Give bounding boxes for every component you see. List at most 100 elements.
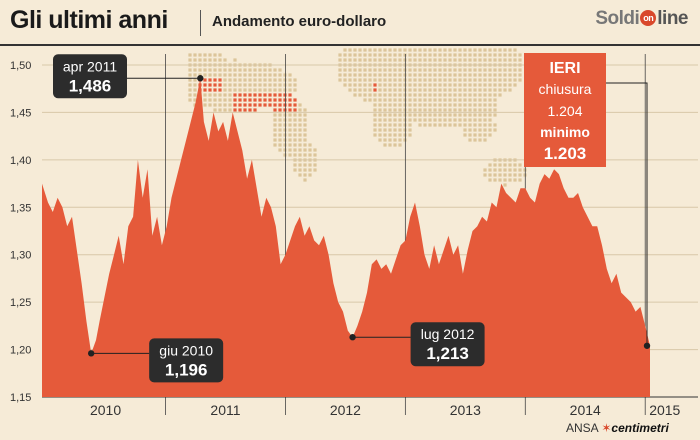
y-tick-label: 1,40 bbox=[10, 155, 31, 167]
map-dot bbox=[248, 108, 252, 112]
map-dot bbox=[423, 88, 427, 92]
map-dot bbox=[293, 168, 297, 172]
map-dot bbox=[483, 108, 487, 112]
map-dot bbox=[498, 48, 502, 52]
map-dot bbox=[348, 88, 352, 92]
map-dot bbox=[188, 73, 192, 77]
map-dot bbox=[308, 143, 312, 147]
callout-box bbox=[410, 322, 485, 367]
map-dot bbox=[443, 108, 447, 112]
map-dot bbox=[418, 113, 422, 117]
map-dot bbox=[408, 133, 412, 137]
map-dot bbox=[353, 78, 357, 82]
map-dot bbox=[458, 118, 462, 122]
map-dot bbox=[463, 118, 467, 122]
map-dot bbox=[503, 173, 507, 177]
map-dot bbox=[478, 108, 482, 112]
map-dot bbox=[443, 78, 447, 82]
map-dot bbox=[273, 123, 277, 127]
map-dot bbox=[483, 113, 487, 117]
map-dot bbox=[233, 108, 237, 112]
map-dot bbox=[483, 118, 487, 122]
map-dot bbox=[348, 53, 352, 57]
map-dot bbox=[473, 78, 477, 82]
map-dot bbox=[493, 163, 497, 167]
map-dot bbox=[383, 123, 387, 127]
map-dot bbox=[388, 108, 392, 112]
map-dot bbox=[418, 103, 422, 107]
map-dot bbox=[418, 93, 422, 97]
map-dot bbox=[473, 123, 477, 127]
map-dot bbox=[438, 48, 442, 52]
map-dot bbox=[478, 58, 482, 62]
map-dot bbox=[498, 173, 502, 177]
map-dot bbox=[338, 53, 342, 57]
map-dot bbox=[268, 83, 272, 87]
map-dot bbox=[238, 78, 242, 82]
map-dot bbox=[518, 178, 522, 182]
map-dot bbox=[478, 88, 482, 92]
map-dot bbox=[193, 58, 197, 62]
map-dot bbox=[488, 123, 492, 127]
map-dot bbox=[473, 88, 477, 92]
map-dot bbox=[518, 68, 522, 72]
map-dot bbox=[273, 83, 277, 87]
map-dot bbox=[223, 73, 227, 77]
map-dot bbox=[393, 118, 397, 122]
map-dot bbox=[373, 113, 377, 117]
map-dot bbox=[448, 98, 452, 102]
map-dot bbox=[373, 108, 377, 112]
map-dot bbox=[423, 78, 427, 82]
map-dot bbox=[518, 58, 522, 62]
map-dot bbox=[468, 88, 472, 92]
map-dot bbox=[213, 98, 217, 102]
map-dot bbox=[438, 113, 442, 117]
map-dot bbox=[443, 123, 447, 127]
year-label: 2010 bbox=[90, 402, 121, 418]
map-dot bbox=[468, 98, 472, 102]
map-dot bbox=[468, 78, 472, 82]
series-area bbox=[42, 78, 650, 398]
map-dot bbox=[498, 88, 502, 92]
map-dot bbox=[378, 88, 382, 92]
callouts: apr 2011 1,486 giu 2010 1,196 lug 2012 1,213 bbox=[53, 54, 485, 383]
map-dot bbox=[298, 143, 302, 147]
map-dot bbox=[198, 73, 202, 77]
year-label: 2015 bbox=[649, 402, 680, 418]
map-dot bbox=[218, 103, 222, 107]
map-dot bbox=[498, 168, 502, 172]
map-dot bbox=[373, 103, 377, 107]
map-dot bbox=[213, 78, 217, 82]
map-dot bbox=[283, 133, 287, 137]
map-dot bbox=[498, 83, 502, 87]
map-dot bbox=[383, 78, 387, 82]
map-dot bbox=[463, 58, 467, 62]
chart: 1,501,451,401,351,301,251,201,15 2010 201… bbox=[10, 48, 698, 418]
map-dot bbox=[383, 93, 387, 97]
map-dot bbox=[488, 133, 492, 137]
map-dot bbox=[368, 88, 372, 92]
map-dot bbox=[248, 88, 252, 92]
map-dot bbox=[208, 78, 212, 82]
map-dot bbox=[413, 48, 417, 52]
map-dot bbox=[213, 83, 217, 87]
map-dot bbox=[248, 93, 252, 97]
map-dot bbox=[273, 143, 277, 147]
map-dot bbox=[388, 128, 392, 132]
map-dot bbox=[388, 98, 392, 102]
map-dot bbox=[463, 128, 467, 132]
map-dot bbox=[278, 123, 282, 127]
map-dot bbox=[458, 108, 462, 112]
map-dot bbox=[368, 73, 372, 77]
map-dot bbox=[223, 68, 227, 72]
map-dot bbox=[303, 168, 307, 172]
map-dot bbox=[378, 78, 382, 82]
map-dot bbox=[258, 98, 262, 102]
map-dot bbox=[483, 138, 487, 142]
map-dot bbox=[478, 113, 482, 117]
map-dot bbox=[253, 103, 257, 107]
map-dot bbox=[488, 48, 492, 52]
map-dot bbox=[468, 73, 472, 77]
map-dot bbox=[458, 73, 462, 77]
map-dot bbox=[383, 118, 387, 122]
